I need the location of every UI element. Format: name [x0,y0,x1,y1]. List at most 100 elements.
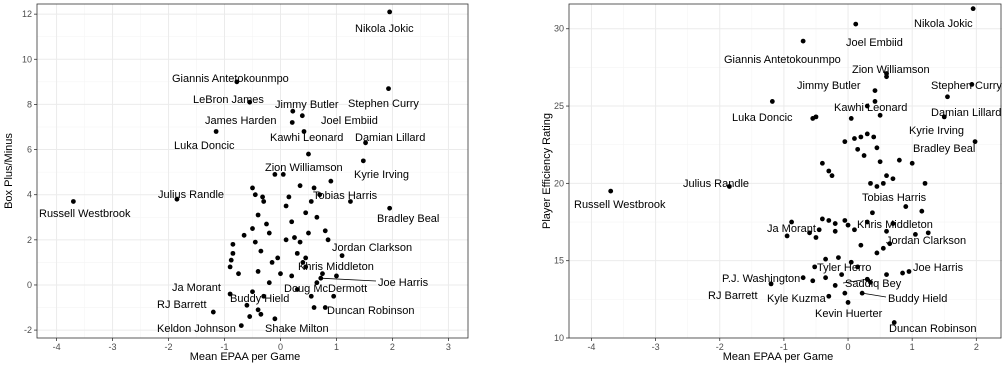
point-label: Luka Doncic [174,140,235,152]
point-label: Tyler Herro [817,262,871,274]
data-point [227,264,233,270]
data-point [819,216,825,222]
grid-lines [569,4,1002,338]
data-point [874,250,880,256]
data-point [868,279,873,285]
x-tick-label: -4 [587,342,595,352]
data-point [868,180,873,186]
data-point [283,237,289,243]
data-point [855,146,861,152]
point-label: Tobias Harris [862,192,927,204]
point-label: RJ Barrett [157,299,207,311]
grid-lines [37,4,468,338]
data-point [360,158,366,164]
data-point [308,293,314,299]
x-tick-label: -2 [165,342,173,352]
data-point [289,219,295,225]
data-point [832,228,838,234]
point-label: Bradley Beal [913,143,975,155]
x-tick-label: -4 [53,342,61,352]
data-point [890,221,896,226]
data-point [387,205,393,211]
point-label: P.J. Washington [722,273,800,285]
data-point [230,241,236,247]
data-point [289,120,295,125]
data-point [250,226,255,231]
data-point [853,21,859,27]
data-point [363,140,368,146]
point-label: Russell Westbrook [574,199,666,211]
data-point [848,259,854,265]
point-label: Tobias Harris [313,190,378,202]
y-tick-label: 25 [554,101,564,111]
data-point [272,316,278,322]
panel-border [568,3,1002,339]
data-point [884,228,889,234]
y-tick-label: 15 [554,256,564,266]
data-point [290,108,296,114]
data-point [969,82,975,87]
data-point [855,264,861,270]
data-point [884,272,889,278]
data-point [266,280,272,286]
x-tick-label: 1 [334,342,339,352]
data-point [348,199,353,204]
data-point [880,180,886,186]
plot-area: Nikola Jokic Giannis Antetokounmpo LeBron … [39,9,439,335]
data-point [247,314,253,319]
data-point [255,307,261,313]
point-label: James Harden [205,115,277,127]
data-point [278,271,283,277]
x-tick-label: -2 [716,342,724,352]
data-point [289,273,295,279]
data-point [299,113,305,119]
data-point [823,275,828,281]
data-point [272,171,278,177]
data-point [264,221,269,227]
data-point [244,302,250,308]
data-point [919,208,925,214]
data-point [306,230,311,236]
x-tick-label: 0 [278,342,283,352]
y-tick-label: 20 [554,178,564,188]
data-point [269,259,275,265]
data-point [900,270,905,276]
point-label: Duncan Robinson [889,323,976,335]
data-point [826,293,832,299]
data-point [861,153,867,158]
data-point [909,160,915,166]
x-tick-label: -3 [109,342,117,352]
point-label: Buddy Hield [888,293,947,305]
label-leader-line [862,292,887,298]
data-point [842,218,848,223]
data-point [816,227,822,233]
point-label: Stephen Curry [931,80,1002,92]
point-label: Nikola Jokic [914,18,973,30]
data-point [859,290,865,296]
data-point [317,192,323,198]
point-label: Khris Middleton [298,261,374,273]
point-label: Russell Westbrook [39,208,131,220]
data-point [266,230,272,236]
data-point [275,255,281,261]
data-point [322,305,328,310]
data-point [294,287,300,292]
data-point [238,323,244,328]
data-point [896,157,902,163]
data-point [864,131,870,137]
point-label: Zion Williamson [265,162,343,174]
data-point [871,134,877,140]
x-tick-label: -1 [780,342,788,352]
point-label: Jimmy Butler [275,99,339,111]
data-point [292,235,297,240]
data-point [829,173,835,179]
data-point [328,178,334,184]
data-point [906,269,912,274]
y-tick-label: -2 [24,325,32,335]
data-point [227,291,233,297]
y-tick-label: 4 [27,190,32,200]
point-label: Giannis Antetokounmpo [172,73,289,85]
point-label: Ja Morant [172,282,221,294]
point-label: Jordan Clarkson [332,242,412,254]
